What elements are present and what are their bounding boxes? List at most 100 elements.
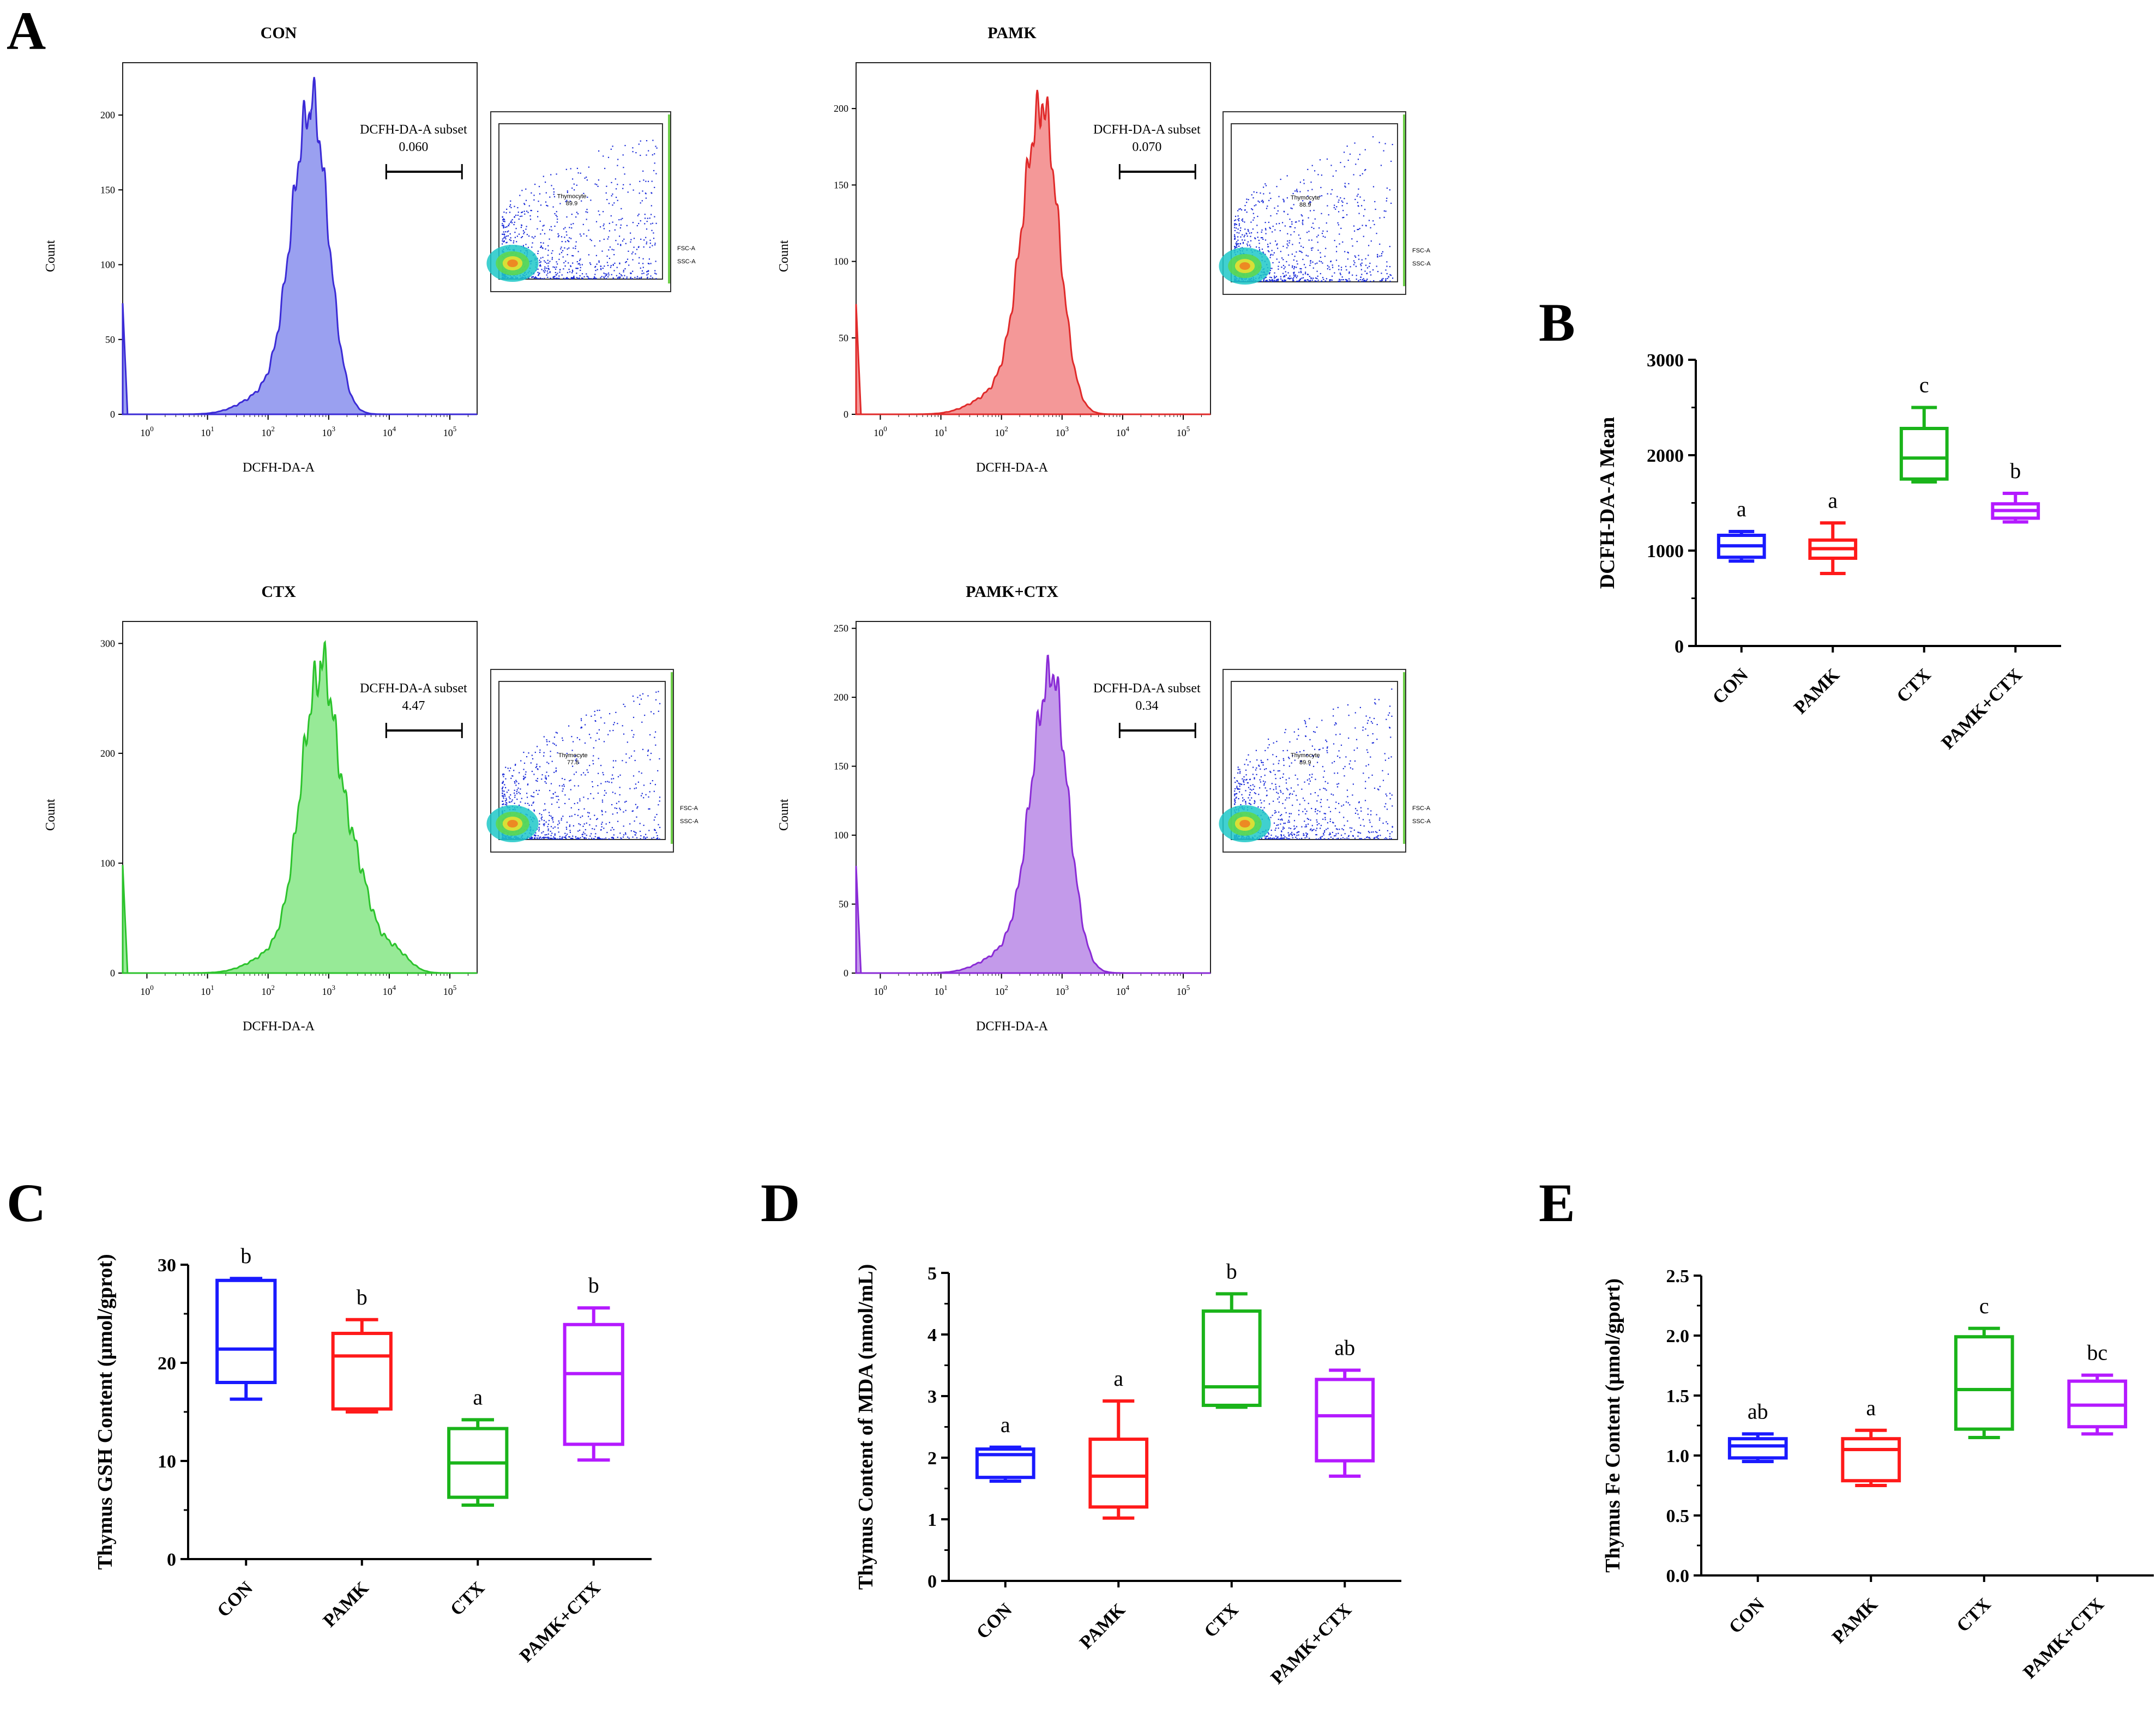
dotplot-event <box>551 832 553 834</box>
dotplot-event <box>1242 220 1244 222</box>
dotplot-event <box>1314 218 1316 220</box>
dotplot-event <box>640 220 641 222</box>
dotplot-event <box>517 787 519 789</box>
dotplot-event <box>1385 280 1387 281</box>
dotplot-event <box>580 824 581 825</box>
dotplot-event <box>1242 800 1244 802</box>
dotplot-event <box>505 798 507 799</box>
dotplot-event <box>644 715 646 716</box>
dotplot-event <box>1340 162 1341 164</box>
dotplot-event <box>556 277 558 279</box>
y-tick-label: 0 <box>1675 637 1684 657</box>
dotplot-event <box>1296 799 1298 801</box>
dotplot-event <box>1374 698 1376 700</box>
dotplot-event <box>604 273 606 275</box>
dotplot-event <box>1313 829 1315 830</box>
dotplot-event <box>539 823 540 825</box>
dotplot-event <box>1310 260 1311 262</box>
dotplot-event <box>1316 834 1317 836</box>
y-tick-label: 1.5 <box>1666 1386 1690 1406</box>
dotplot-event <box>562 785 563 787</box>
dotplot-event <box>1356 195 1358 197</box>
dotplot-event <box>550 751 551 752</box>
dotplot-event <box>1311 745 1313 747</box>
dotplot-event <box>657 838 658 840</box>
dotplot-event <box>1310 182 1312 183</box>
box-iqr <box>563 1323 624 1446</box>
dotplot-event <box>1346 269 1347 271</box>
dotplot-event <box>1303 246 1304 248</box>
dotplot-event <box>564 265 566 267</box>
dotplot-event <box>1304 720 1305 721</box>
dotplot-event <box>1246 243 1248 245</box>
dotplot-event <box>1234 793 1236 795</box>
dotplot-event <box>503 776 504 777</box>
dotplot-event <box>1239 208 1241 210</box>
dotplot-event <box>574 755 576 757</box>
dotplot-event <box>1263 281 1264 282</box>
dotplot-event <box>502 233 503 235</box>
dotplot-event <box>1292 279 1294 281</box>
dotplot-event <box>577 172 579 174</box>
dotplot-event <box>1288 777 1290 779</box>
dotplot-event <box>1362 225 1363 226</box>
dotplot-event <box>639 277 640 279</box>
dotplot-event <box>516 781 517 783</box>
dotplot-event <box>1376 837 1378 839</box>
dotplot-event <box>1234 246 1237 248</box>
dotplot-event <box>552 277 554 279</box>
dotplot-event <box>622 154 624 156</box>
dotplot-event <box>1246 235 1248 237</box>
dotplot-event <box>517 212 519 213</box>
dotplot-event <box>591 240 592 241</box>
dotplot-event <box>1260 192 1261 194</box>
dotplot-event <box>549 271 551 274</box>
dotplot-event <box>625 262 627 263</box>
y-tick-label: 2000 <box>1647 446 1684 466</box>
dotplot-event <box>603 741 605 742</box>
x-tick-label: 103 <box>322 425 336 438</box>
dotplot-event <box>1390 202 1392 204</box>
dotplot-event <box>1294 227 1296 228</box>
dotplot-event <box>1327 828 1329 829</box>
dotplot-event <box>514 216 515 218</box>
dotplot-event <box>1298 814 1300 816</box>
dotplot-event <box>557 752 558 754</box>
dotplot-event <box>533 199 535 201</box>
dotplot-event <box>1239 771 1241 772</box>
dotplot-event <box>538 274 540 275</box>
dotplot-event <box>1312 829 1314 831</box>
dotplot-event <box>561 236 563 238</box>
dotplot-event <box>1356 739 1358 740</box>
dotplot-event <box>624 705 626 708</box>
dotplot-event <box>587 196 588 198</box>
dotplot-event <box>1278 261 1280 263</box>
dotplot-event <box>550 826 552 828</box>
dotplot-event <box>1299 182 1301 183</box>
dotplot-event <box>1298 220 1300 222</box>
dotplot-event <box>612 792 613 793</box>
y-tick-label: 2 <box>928 1448 937 1469</box>
dotplot-event <box>1309 764 1310 766</box>
dotplot-event <box>601 826 603 828</box>
dotplot-event <box>1280 819 1281 820</box>
dotplot-event <box>532 276 534 277</box>
dotplot-event <box>610 215 612 217</box>
dotplot-event <box>537 793 539 795</box>
dotplot-event <box>1238 223 1240 225</box>
dotplot-event <box>1390 756 1392 758</box>
dotplot-event <box>606 274 607 276</box>
dotplot-event <box>1342 241 1344 243</box>
dotplot-event <box>568 262 569 264</box>
x-axis-label: DCFH-DA-A <box>976 461 1049 475</box>
dotplot-event <box>565 835 567 836</box>
dotplot-event <box>534 834 535 836</box>
dotplot-event <box>544 277 545 279</box>
dotplot-event <box>579 263 580 264</box>
dotplot-event <box>531 805 533 806</box>
dotplot-event <box>1368 245 1370 246</box>
dotplot-event <box>1320 799 1322 800</box>
dotplot-event <box>623 269 624 271</box>
dotplot-event <box>1327 265 1328 267</box>
dotplot-event <box>642 748 644 750</box>
